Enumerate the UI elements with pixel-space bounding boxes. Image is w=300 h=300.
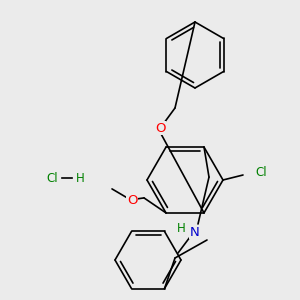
Text: O: O	[127, 194, 137, 207]
Text: H: H	[76, 172, 84, 184]
Text: N: N	[190, 226, 200, 238]
Text: H: H	[177, 223, 185, 236]
Text: O: O	[155, 122, 165, 134]
Text: Cl: Cl	[255, 166, 267, 178]
Text: Cl: Cl	[46, 172, 58, 184]
